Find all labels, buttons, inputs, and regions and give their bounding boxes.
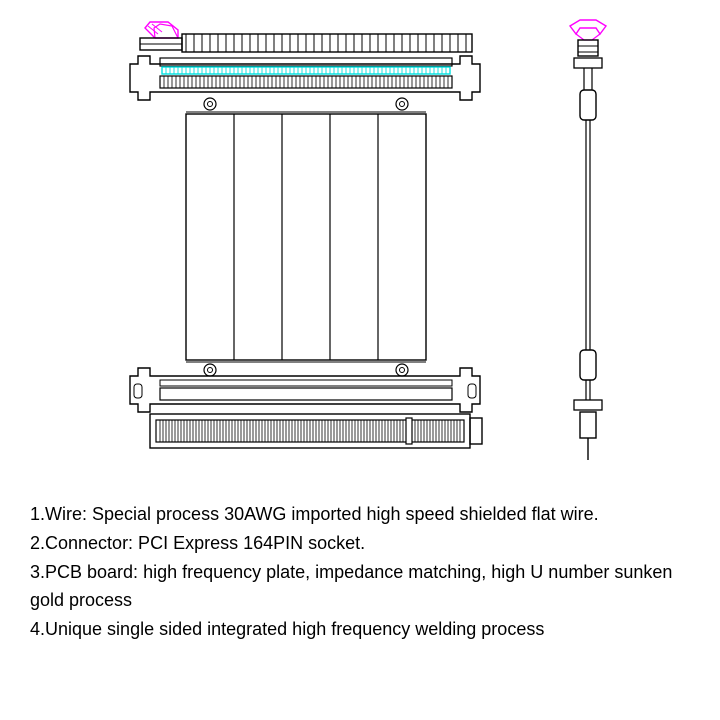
desc-line-3: 3.PCB board: high frequency plate, imped… bbox=[30, 558, 690, 616]
technical-diagram bbox=[0, 10, 720, 470]
description-list: 1.Wire: Special process 30AWG imported h… bbox=[30, 500, 690, 644]
desc-line-2: 2.Connector: PCI Express 164PIN socket. bbox=[30, 529, 690, 558]
desc-line-4: 4.Unique single sided integrated high fr… bbox=[30, 615, 690, 644]
desc-line-1: 1.Wire: Special process 30AWG imported h… bbox=[30, 500, 690, 529]
